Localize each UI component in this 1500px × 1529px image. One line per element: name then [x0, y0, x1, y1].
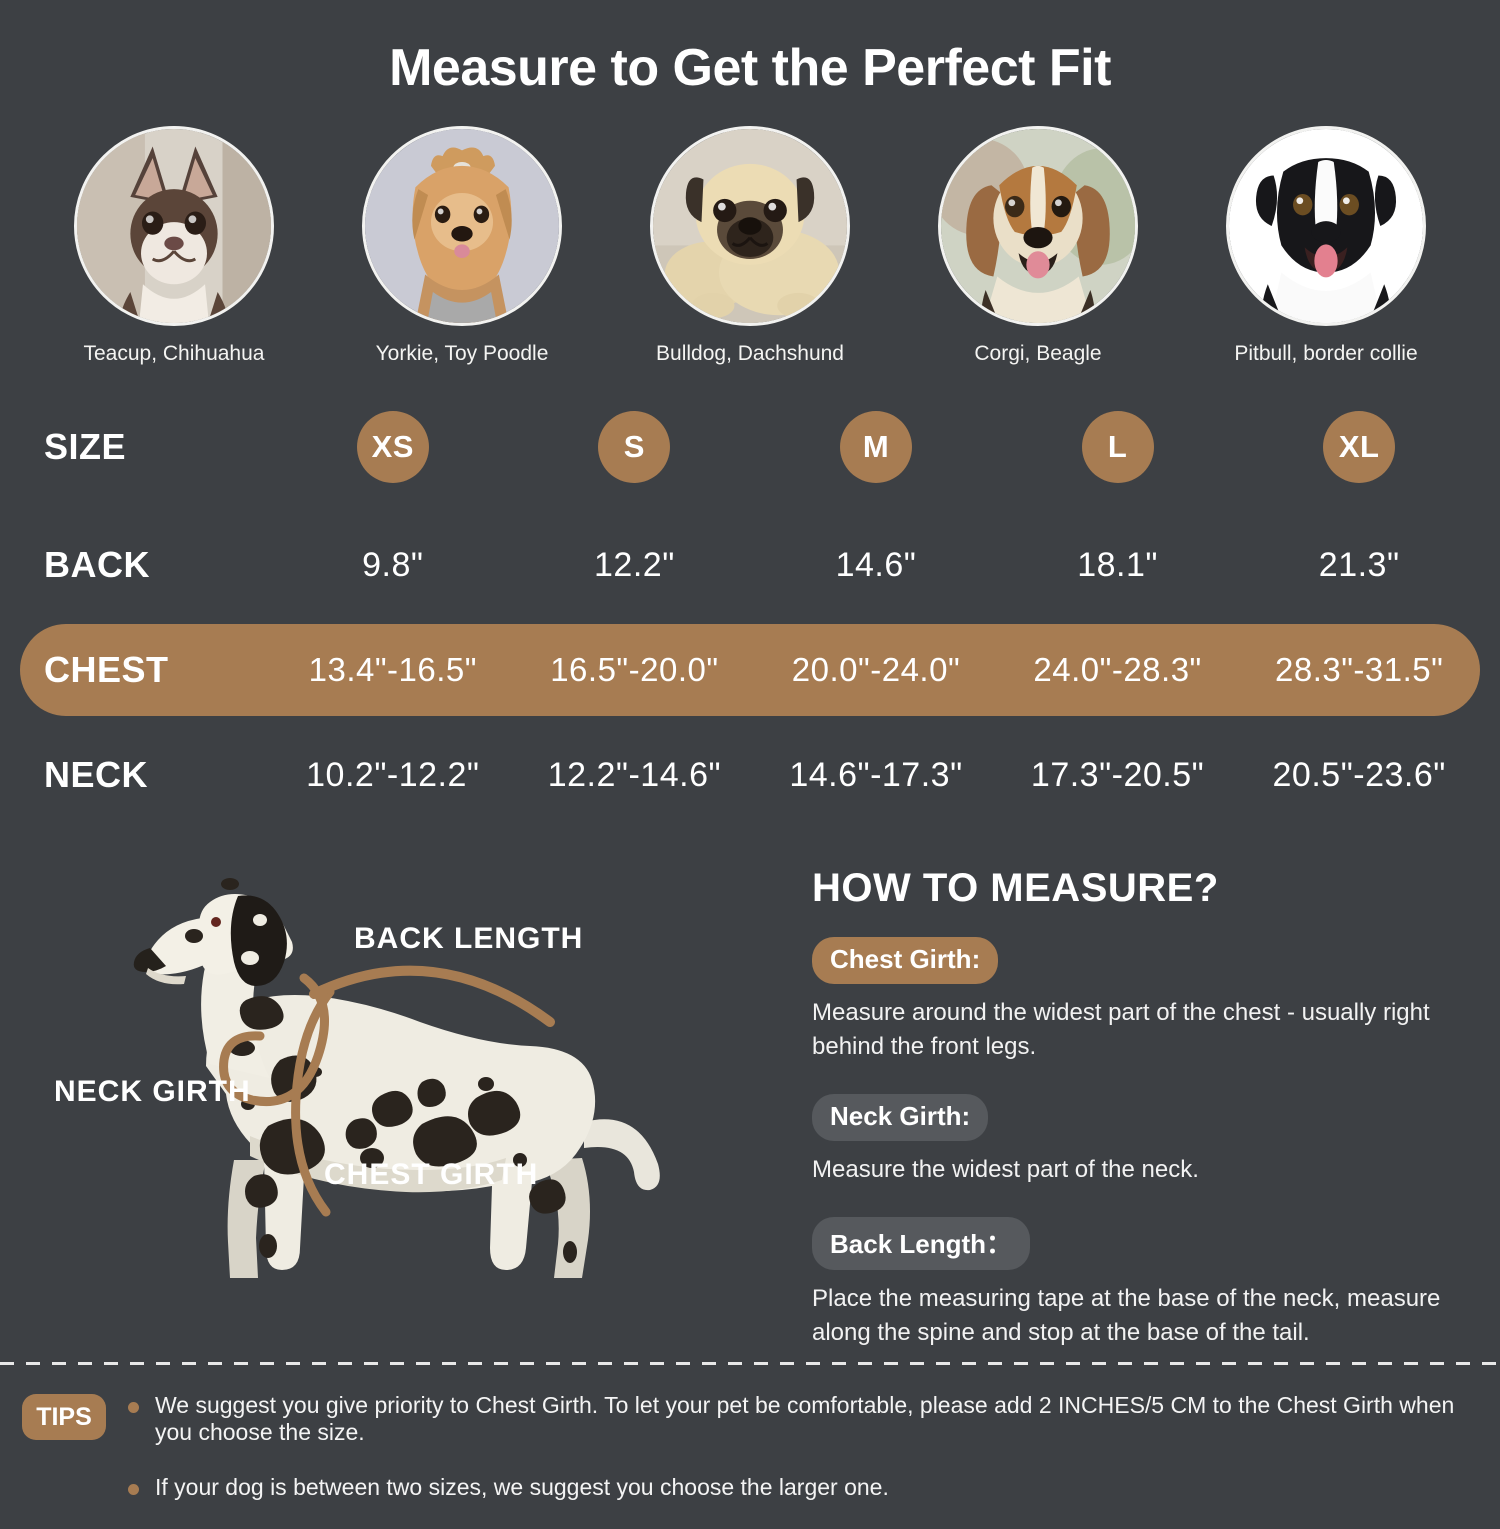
- size-cell: M: [755, 411, 997, 483]
- chest-value-xs: 13.4"-16.5": [308, 651, 477, 688]
- size-cell: S: [514, 411, 756, 483]
- pug-photo: [650, 126, 850, 326]
- breed-cell-l: Corgi, Beagle: [894, 126, 1182, 366]
- size-cell: XL: [1238, 411, 1480, 483]
- breed-label: Pitbull, border collie: [1234, 342, 1418, 365]
- breed-cell-xl: Pitbull, border collie: [1182, 126, 1470, 366]
- breed-label: Corgi, Beagle: [974, 342, 1102, 365]
- chest-value-xl: 28.3"-31.5": [1274, 651, 1444, 688]
- how-to-measure-section: HOW TO MEASURE? Chest Girth: Measure aro…: [784, 860, 1476, 1380]
- breed-cell-m: Bulldog, Dachshund: [606, 126, 894, 366]
- neck-value-xs: 10.2"-12.2": [306, 755, 480, 794]
- bullet-dot-icon: [128, 1484, 139, 1495]
- table-row-back: BACK 9.8" 12.2" 14.6" 18.1" 21.3": [20, 506, 1480, 624]
- border-collie-photo: [1226, 126, 1426, 326]
- back-value-s: 12.2": [594, 545, 675, 584]
- measure-item-chest: Chest Girth: Measure around the widest p…: [812, 937, 1476, 1064]
- row-label-size: SIZE: [44, 426, 127, 467]
- back-length-badge: Back Length：: [812, 1217, 1031, 1271]
- table-row-size: SIZE XS S M L XL: [20, 388, 1480, 506]
- breed-label: Teacup, Chihuahua: [83, 342, 265, 365]
- chest-value-m: 20.0"-24.0": [791, 651, 961, 688]
- neck-girth-badge: Neck Girth:: [812, 1094, 989, 1142]
- how-to-measure-title: HOW TO MEASURE?: [812, 866, 1219, 910]
- neck-value-xl: 20.5"-23.6": [1272, 755, 1446, 794]
- dog-measurement-diagram: BACK LENGTH NECK GIRTH CHEST GIRTH: [24, 860, 784, 1290]
- yorkie-photo: [362, 126, 562, 326]
- breed-row: Teacup, Chihuahua Yorkie, Toy: [0, 126, 1500, 366]
- dashed-divider: [0, 1362, 1500, 1365]
- back-value-l: 18.1": [1077, 545, 1158, 584]
- row-label-chest: CHEST: [44, 649, 169, 690]
- size-cell: L: [997, 411, 1239, 483]
- breed-label: Yorkie, Toy Poodle: [375, 342, 549, 365]
- back-value-xl: 21.3": [1318, 545, 1400, 584]
- size-badge-m[interactable]: M: [839, 411, 912, 483]
- size-badge-s[interactable]: S: [598, 411, 671, 483]
- list-item: If your dog is between two sizes, we sug…: [128, 1474, 1478, 1501]
- chest-girth-badge: Chest Girth:: [812, 937, 999, 984]
- table-row-chest: CHEST 13.4"-16.5" 16.5"-20.0" 20.0"-24.0…: [20, 624, 1480, 716]
- tips-section: TIPS We suggest you give priority to Che…: [22, 1392, 1478, 1529]
- size-badge-xl[interactable]: XL: [1323, 411, 1396, 483]
- table-row-neck: NECK 10.2"-12.2" 12.2"-14.6" 14.6"-17.3"…: [20, 716, 1480, 834]
- chest-girth-description: Measure around the widest part of the ch…: [812, 999, 1430, 1061]
- lower-section: BACK LENGTH NECK GIRTH CHEST GIRTH HOW T…: [0, 860, 1500, 1380]
- chest-girth-diagram-label: CHEST GIRTH: [324, 1158, 539, 1191]
- back-length-diagram-label: BACK LENGTH: [354, 922, 584, 955]
- tips-list: We suggest you give priority to Chest Gi…: [128, 1392, 1478, 1529]
- size-cell: XS: [272, 411, 514, 483]
- size-badge-l[interactable]: L: [1081, 411, 1154, 483]
- tip-text: We suggest you give priority to Chest Gi…: [155, 1392, 1455, 1445]
- back-value-xs: 9.8": [362, 545, 424, 584]
- row-label-back: BACK: [44, 544, 150, 585]
- chest-value-l: 24.0"-28.3": [1033, 651, 1202, 688]
- row-label-neck: NECK: [44, 754, 149, 795]
- measure-item-back: Back Length： Place the measuring tape at…: [812, 1217, 1476, 1350]
- page-title: Measure to Get the Perfect Fit: [389, 39, 1111, 97]
- neck-value-l: 17.3"-20.5": [1030, 755, 1205, 794]
- chest-value-s: 16.5"-20.0": [550, 651, 719, 688]
- breed-cell-xs: Teacup, Chihuahua: [30, 126, 318, 366]
- tip-text: If your dog is between two sizes, we sug…: [155, 1474, 889, 1500]
- measure-item-neck: Neck Girth: Measure the widest part of t…: [812, 1094, 1476, 1187]
- neck-value-m: 14.6"-17.3": [789, 755, 963, 794]
- bullet-dot-icon: [128, 1402, 139, 1413]
- chihuahua-photo: [74, 126, 274, 326]
- size-table: SIZE XS S M L XL BACK 9.8" 12.2" 14.6" 1…: [0, 388, 1500, 834]
- neck-girth-diagram-label: NECK GIRTH: [54, 1075, 251, 1108]
- neck-girth-description: Measure the widest part of the neck.: [812, 1156, 1199, 1184]
- dalmatian-illustration: [133, 878, 660, 1278]
- back-length-description: Place the measuring tape at the base of …: [812, 1285, 1441, 1347]
- neck-value-s: 12.2"-14.6": [547, 755, 722, 794]
- tips-badge: TIPS: [22, 1394, 106, 1440]
- breed-label: Bulldog, Dachshund: [656, 342, 844, 365]
- list-item: We suggest you give priority to Chest Gi…: [128, 1392, 1478, 1446]
- breed-cell-s: Yorkie, Toy Poodle: [318, 126, 606, 366]
- beagle-photo: [938, 126, 1138, 326]
- back-value-m: 14.6": [835, 545, 917, 584]
- size-badge-xs[interactable]: XS: [356, 411, 429, 483]
